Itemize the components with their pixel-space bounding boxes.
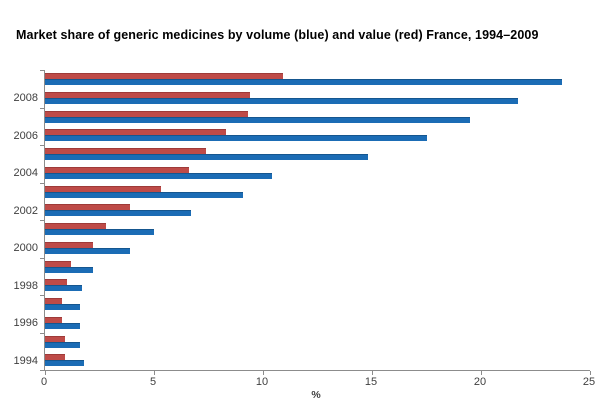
y-axis-label-1996: 1996 xyxy=(13,317,38,330)
bar-group-2004 xyxy=(45,164,590,183)
bar-volume-2000 xyxy=(45,247,131,254)
bar-volume-2008 xyxy=(45,97,519,104)
bar-value-2004 xyxy=(45,166,189,173)
y-axis-tick xyxy=(40,370,45,371)
bar-volume-1995 xyxy=(45,341,80,348)
y-axis-tick xyxy=(40,295,45,296)
y-axis-label-2008: 2008 xyxy=(13,92,38,105)
plot-area xyxy=(40,70,591,375)
y-axis-tick xyxy=(40,257,45,259)
x-axis-label-25: 25 xyxy=(582,376,596,388)
bar-group-2007 xyxy=(45,108,590,127)
bar-group-1998 xyxy=(45,276,590,295)
bar-value-2002 xyxy=(45,204,131,211)
x-axis-tick xyxy=(590,371,591,375)
y-axis-tick xyxy=(40,332,45,334)
bar-value-2001 xyxy=(45,223,107,229)
x-axis-label-20: 20 xyxy=(473,376,487,388)
bar-volume-1999 xyxy=(45,266,93,273)
bar-value-1999 xyxy=(45,260,72,267)
bar-group-2009 xyxy=(45,70,590,89)
bar-group-1995 xyxy=(45,333,590,352)
bar-value-2007 xyxy=(45,110,248,117)
y-axis-label-2002: 2002 xyxy=(13,204,38,217)
bar-value-1995 xyxy=(45,335,65,342)
x-axis-tick xyxy=(45,371,46,375)
y-axis-tick xyxy=(40,107,45,109)
bar-value-2006 xyxy=(45,129,226,136)
bar-value-1994 xyxy=(45,354,65,361)
bar-volume-2007 xyxy=(45,116,471,123)
bar-volume-1994 xyxy=(45,360,85,367)
bar-volume-1997 xyxy=(45,304,80,310)
bar-value-1998 xyxy=(45,279,67,286)
y-axis-label-2006: 2006 xyxy=(13,129,38,142)
y-axis-label-1994: 1994 xyxy=(13,354,38,367)
x-axis-tick xyxy=(372,371,373,375)
y-axis-tick xyxy=(40,145,45,146)
x-axis-label-10: 10 xyxy=(255,376,269,388)
chart-title: Market share of generic medicines by vol… xyxy=(16,28,539,42)
bar-volume-2002 xyxy=(45,210,192,217)
bar-volume-1998 xyxy=(45,285,83,292)
y-axis-label-2004: 2004 xyxy=(13,167,38,180)
y-axis-label-2000: 2000 xyxy=(13,242,38,255)
bar-volume-2004 xyxy=(45,172,272,179)
x-axis-tick xyxy=(154,371,155,375)
bar-volume-2009 xyxy=(45,79,562,85)
bar-value-2009 xyxy=(45,73,283,79)
y-axis-tick xyxy=(40,182,45,184)
y-axis-tick xyxy=(40,70,45,71)
bar-group-1996 xyxy=(45,314,590,333)
bar-volume-2005 xyxy=(45,154,368,160)
x-axis-label-15: 15 xyxy=(364,376,378,388)
bar-group-1997 xyxy=(45,295,590,314)
y-axis-tick xyxy=(40,220,45,221)
x-axis-label-0: 0 xyxy=(40,376,48,388)
bar-value-2000 xyxy=(45,241,93,248)
bar-group-2003 xyxy=(45,183,590,202)
bar-value-2008 xyxy=(45,91,250,98)
bar-group-2006 xyxy=(45,126,590,145)
bar-group-1994 xyxy=(45,351,590,370)
x-axis-tick xyxy=(263,371,264,375)
y-axis-label-1998: 1998 xyxy=(13,279,38,292)
bar-group-2001 xyxy=(45,220,590,239)
x-axis-label-5: 5 xyxy=(149,376,157,388)
bar-volume-2003 xyxy=(45,191,244,198)
bar-value-1997 xyxy=(45,298,63,304)
bar-value-1996 xyxy=(45,316,63,323)
x-axis-title: % xyxy=(311,389,321,401)
bar-group-2000 xyxy=(45,239,590,258)
bar-value-2005 xyxy=(45,148,207,154)
bar-volume-2001 xyxy=(45,229,154,235)
bar-group-2005 xyxy=(45,145,590,164)
bar-rows xyxy=(45,70,590,370)
bar-group-2008 xyxy=(45,89,590,108)
bar-group-2002 xyxy=(45,201,590,220)
bar-value-2003 xyxy=(45,185,161,192)
bar-group-1999 xyxy=(45,258,590,277)
bar-volume-2006 xyxy=(45,135,427,142)
bar-volume-1996 xyxy=(45,322,80,329)
x-axis-tick xyxy=(481,371,482,375)
